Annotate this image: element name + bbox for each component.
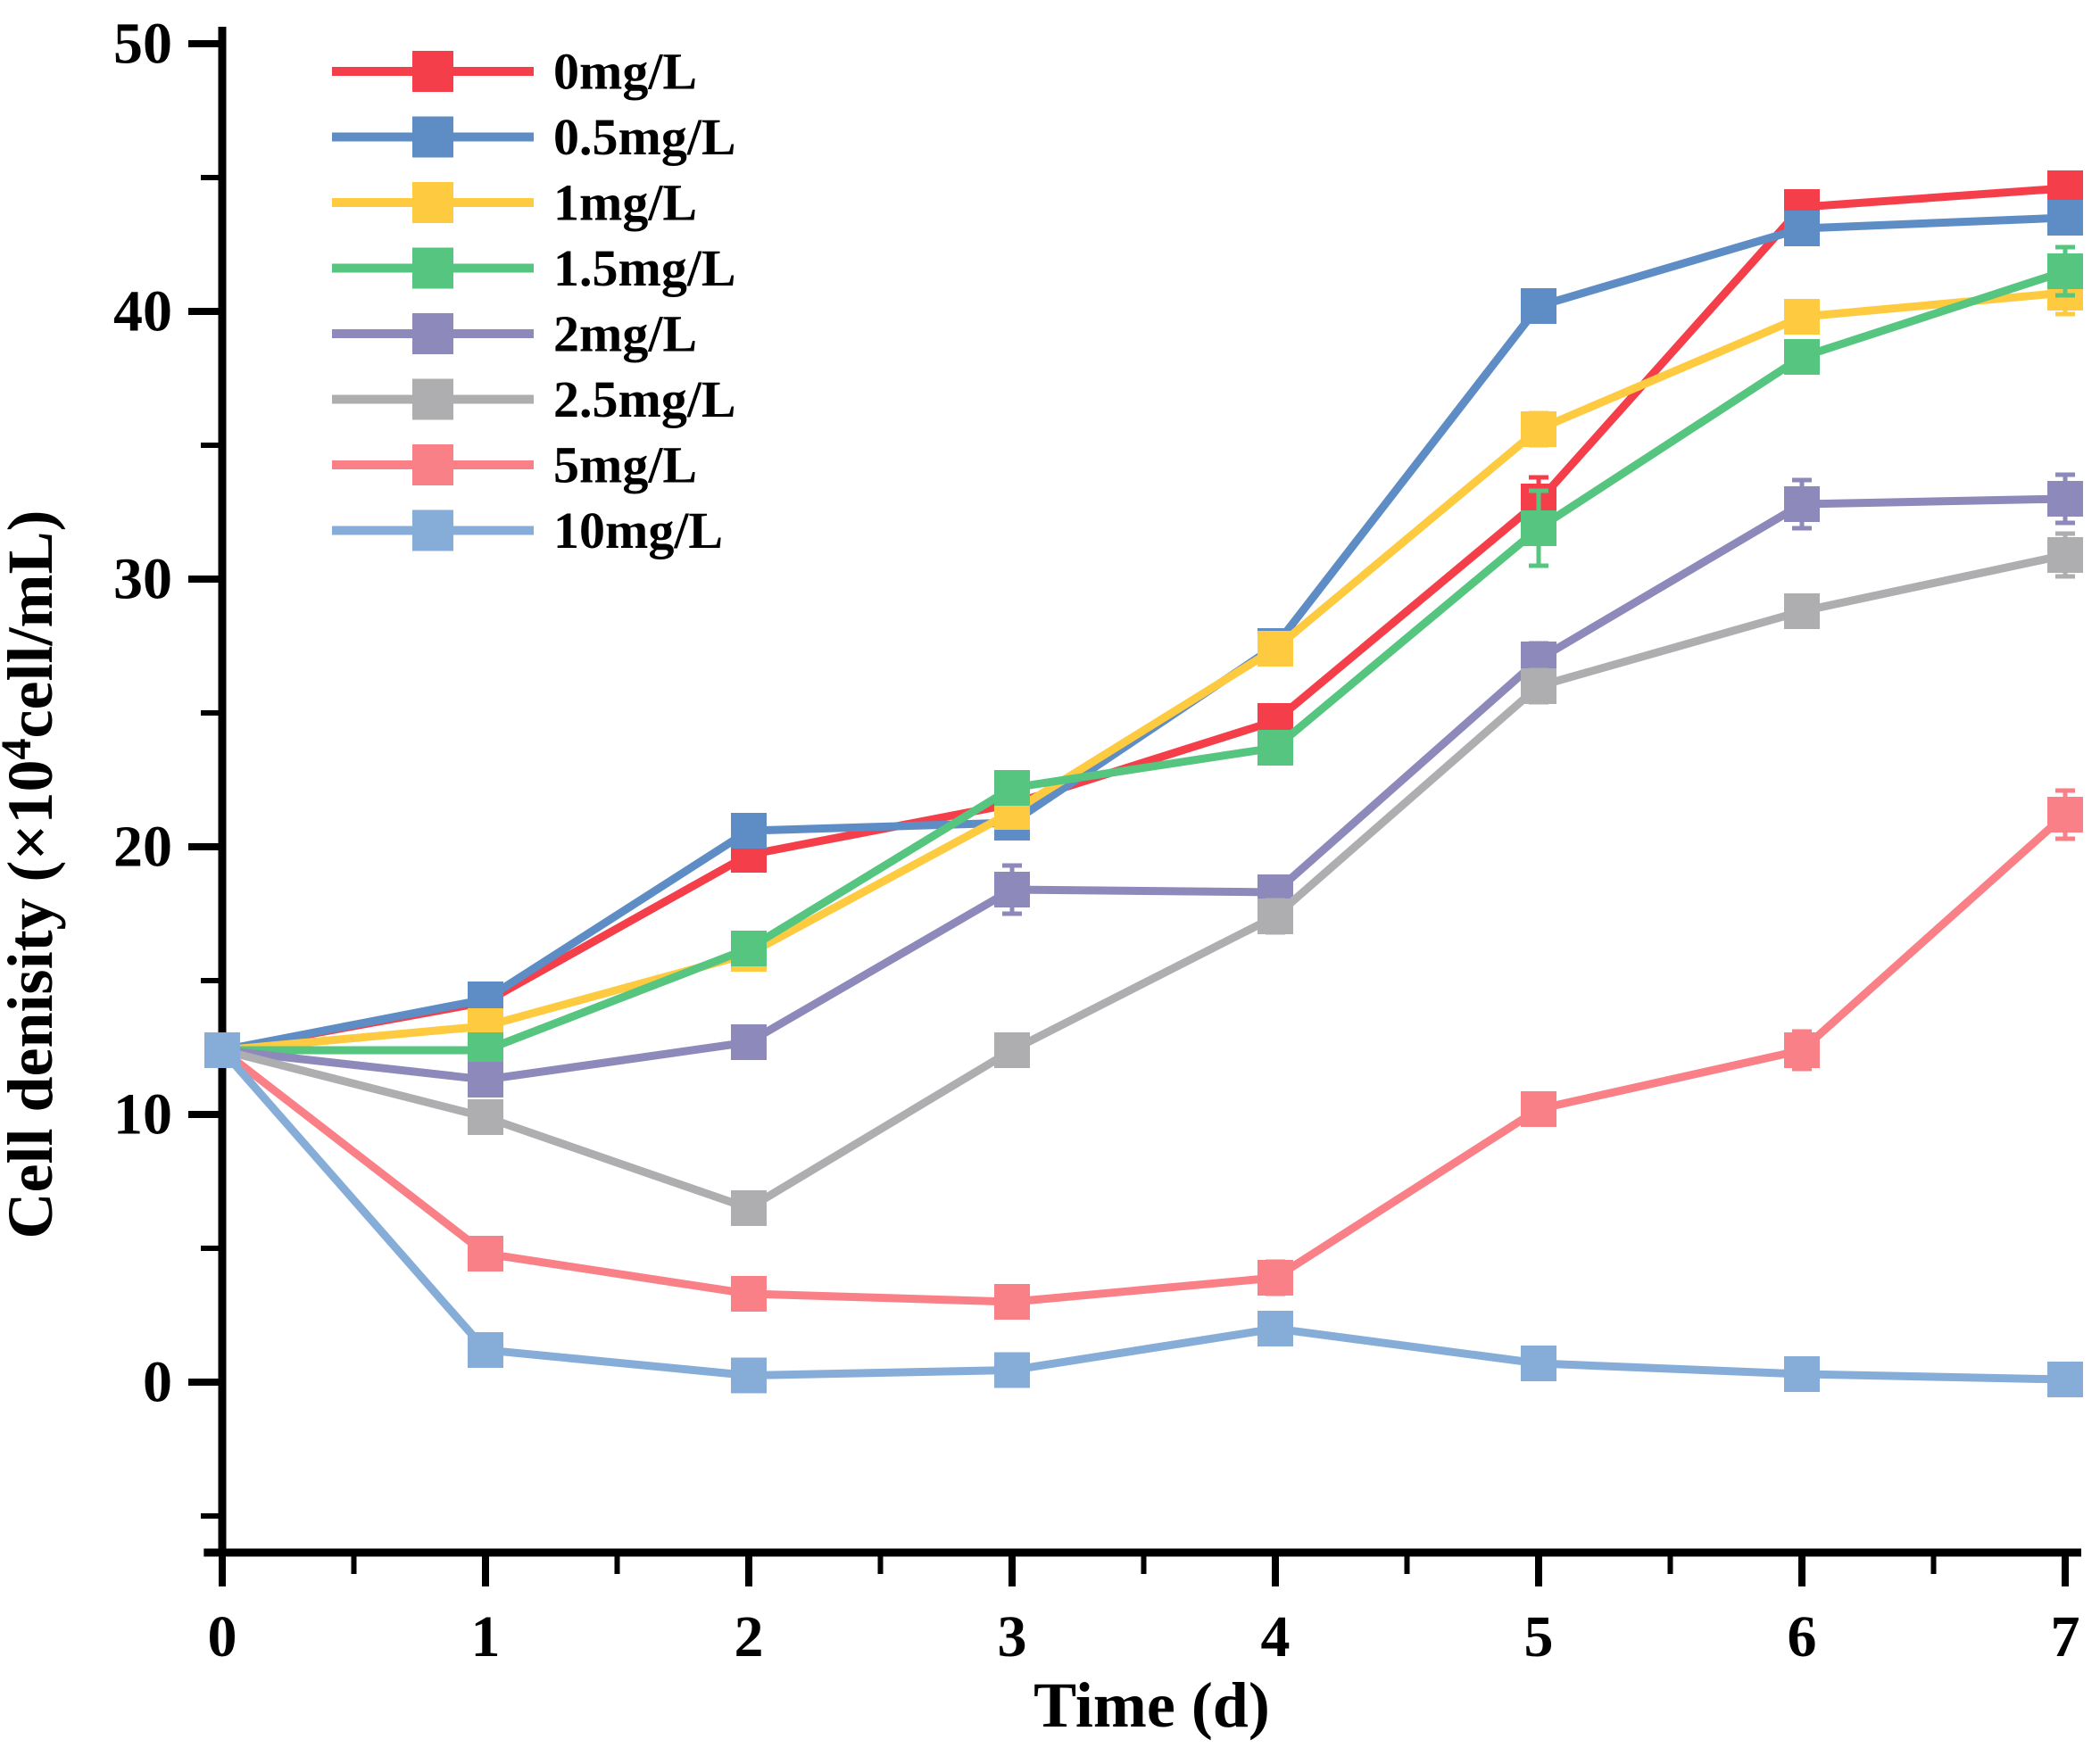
legend-label: 0.5mg/L	[553, 108, 736, 166]
data-point-marker	[1521, 1346, 1556, 1381]
series-line	[221, 288, 2066, 1055]
legend-item: 5mg/L	[332, 436, 697, 494]
series-1mg-l	[204, 269, 2083, 1068]
data-point-marker	[731, 1190, 767, 1226]
legend-item: 2.5mg/L	[332, 370, 736, 428]
y-tick-label: 0	[143, 1350, 172, 1415]
series-line	[220, 551, 2066, 1213]
legend-swatch-marker	[412, 444, 453, 485]
data-point-marker	[2047, 481, 2083, 517]
data-point-marker	[204, 1032, 240, 1068]
series-10mg-l	[204, 1032, 2083, 1397]
x-tick-label: 5	[1524, 1604, 1554, 1669]
data-point-marker	[994, 1352, 1030, 1388]
series-line	[221, 184, 2066, 1055]
legend-item: 10mg/L	[332, 501, 723, 559]
legend-label: 1.5mg/L	[553, 239, 736, 297]
data-point-marker	[994, 1032, 1030, 1068]
x-tick-label: 0	[208, 1604, 237, 1669]
legend: 0mg/L 0.5mg/L 1mg/L 1.5mg/L 2mg/L 2.5mg/L 5mg/…	[332, 43, 736, 559]
data-point-marker	[1784, 299, 1820, 335]
legend-label: 5mg/L	[553, 436, 697, 494]
y-tick-label: 50	[113, 12, 172, 77]
data-point-marker	[731, 1024, 767, 1060]
data-point-marker	[1784, 211, 1820, 246]
series-line	[219, 1048, 2066, 1384]
x-tick-label: 2	[735, 1604, 764, 1669]
legend-item: 0mg/L	[332, 43, 697, 101]
x-tick-label: 6	[1788, 1604, 1817, 1669]
legend-item: 0.5mg/L	[332, 108, 736, 166]
legend-swatch-marker	[412, 116, 453, 158]
data-point-marker	[468, 1332, 503, 1368]
series-line	[221, 494, 2066, 1084]
data-point-marker	[1258, 1311, 1293, 1346]
data-point-marker	[1521, 411, 1556, 447]
y-tick-label: 20	[113, 815, 172, 880]
data-point-marker	[1521, 288, 1556, 324]
legend-label: 1mg/L	[553, 174, 697, 232]
series-2-5mg-l	[204, 531, 2083, 1226]
x-tick-label: 3	[998, 1604, 1027, 1669]
data-point-marker	[2047, 537, 2083, 573]
legend-label: 10mg/L	[553, 501, 723, 559]
data-point-marker	[994, 1284, 1030, 1320]
data-point-marker	[2047, 253, 2083, 289]
data-point-marker	[468, 1236, 503, 1271]
data-point-marker	[731, 1276, 767, 1312]
legend-swatch-marker	[412, 509, 453, 551]
series-line	[222, 267, 2067, 1055]
series-2mg-l	[204, 472, 2083, 1098]
data-point-marker	[1258, 899, 1293, 934]
data-point-marker	[2047, 200, 2083, 236]
data-point-marker	[1784, 339, 1820, 375]
data-point-marker	[731, 931, 767, 966]
data-point-marker	[468, 1099, 503, 1135]
data-point-marker	[1784, 593, 1820, 629]
legend-swatch-marker	[412, 378, 453, 420]
x-tick-label: 4	[1261, 1604, 1291, 1669]
legend-label: 2mg/L	[553, 305, 697, 363]
series-line	[220, 811, 2069, 1306]
data-point-marker	[1258, 730, 1293, 766]
y-tick-label: 30	[113, 547, 172, 612]
legend-label: 0mg/L	[553, 43, 697, 101]
x-tick-label: 7	[2051, 1604, 2080, 1669]
data-point-marker	[2047, 797, 2083, 832]
data-point-marker	[1521, 510, 1556, 546]
data-point-marker	[468, 1062, 503, 1098]
y-tick-label: 40	[113, 279, 172, 344]
data-point-marker	[731, 813, 767, 849]
data-point-marker	[731, 1357, 767, 1394]
legend-item: 2mg/L	[332, 305, 697, 363]
data-point-marker	[1784, 1356, 1820, 1392]
legend-swatch-marker	[412, 51, 453, 92]
series-1-5mg-l	[204, 244, 2083, 1068]
data-point-marker	[1258, 631, 1293, 667]
legend-swatch-marker	[412, 247, 453, 289]
data-point-marker	[994, 770, 1030, 806]
x-tick-label: 1	[471, 1604, 501, 1669]
data-point-marker	[2047, 1362, 2083, 1397]
data-point-marker	[1784, 486, 1820, 522]
legend-item: 1.5mg/L	[332, 239, 736, 297]
y-tick-label: 10	[113, 1082, 172, 1147]
legend-item: 1mg/L	[332, 174, 697, 232]
legend-swatch-marker	[412, 182, 453, 223]
data-point-marker	[1521, 1091, 1556, 1127]
legend-label: 2.5mg/L	[553, 370, 736, 428]
y-axis-title: Cell denisity (×104cell/mL)	[0, 510, 66, 1239]
data-point-marker	[1784, 1032, 1820, 1068]
data-point-marker	[994, 872, 1030, 907]
data-point-marker	[1521, 668, 1556, 704]
legend-swatch-marker	[412, 313, 453, 354]
x-axis-title: Time (d)	[1033, 1669, 1270, 1741]
data-point-marker	[1258, 1260, 1293, 1296]
